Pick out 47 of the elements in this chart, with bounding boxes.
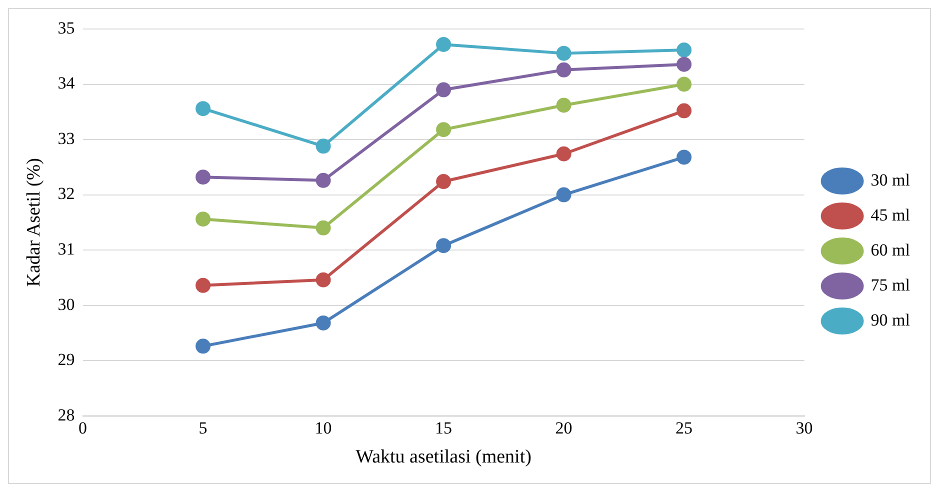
- point: [316, 220, 331, 236]
- point: [436, 36, 452, 52]
- point: [556, 98, 572, 113]
- point: [556, 146, 572, 162]
- point: [316, 138, 331, 154]
- x-tick-label: 15: [435, 418, 452, 438]
- point: [196, 338, 211, 354]
- point: [436, 238, 452, 254]
- point: [676, 56, 692, 72]
- point: [676, 42, 692, 58]
- point: [676, 76, 692, 92]
- y-tick-label: 32: [58, 184, 75, 204]
- y-tick-label: 34: [58, 74, 76, 93]
- x-tick-label: 25: [676, 418, 693, 438]
- point: [316, 272, 331, 288]
- y-tick-label: 29: [58, 350, 75, 370]
- x-tick-label: 30: [796, 418, 813, 438]
- point: [196, 212, 211, 227]
- legend-label: 45 ml: [870, 205, 910, 224]
- legend-label: 90 ml: [870, 310, 910, 330]
- x-tick-label: 5: [198, 418, 208, 438]
- point: [436, 174, 452, 190]
- point: [436, 82, 452, 98]
- point: [316, 315, 331, 330]
- y-tick-label: 35: [58, 18, 75, 38]
- legend-label: 60 ml: [870, 240, 910, 260]
- point: [676, 103, 692, 118]
- point: [676, 150, 692, 165]
- legend-label: 30 ml: [870, 170, 910, 190]
- point: [196, 101, 211, 116]
- x-tick-label: 0: [78, 418, 88, 438]
- point: [556, 46, 572, 61]
- point: [196, 170, 211, 185]
- x-axis-title: Waktu asetilasi (menit): [356, 446, 532, 468]
- y-axis-title: Kadar Asetil (%): [23, 158, 44, 287]
- point: [436, 122, 452, 138]
- legend-label: 75 ml: [870, 275, 910, 294]
- y-tick-label: 31: [58, 239, 75, 258]
- y-tick-label: 33: [58, 128, 75, 148]
- point: [316, 172, 331, 188]
- point: [196, 278, 211, 293]
- y-tick-label: 28: [58, 405, 75, 424]
- x-tick-label: 20: [555, 418, 572, 438]
- point: [556, 187, 572, 202]
- x-tick-label: 10: [314, 418, 332, 438]
- point: [556, 62, 572, 78]
- y-tick-label: 30: [58, 294, 75, 314]
